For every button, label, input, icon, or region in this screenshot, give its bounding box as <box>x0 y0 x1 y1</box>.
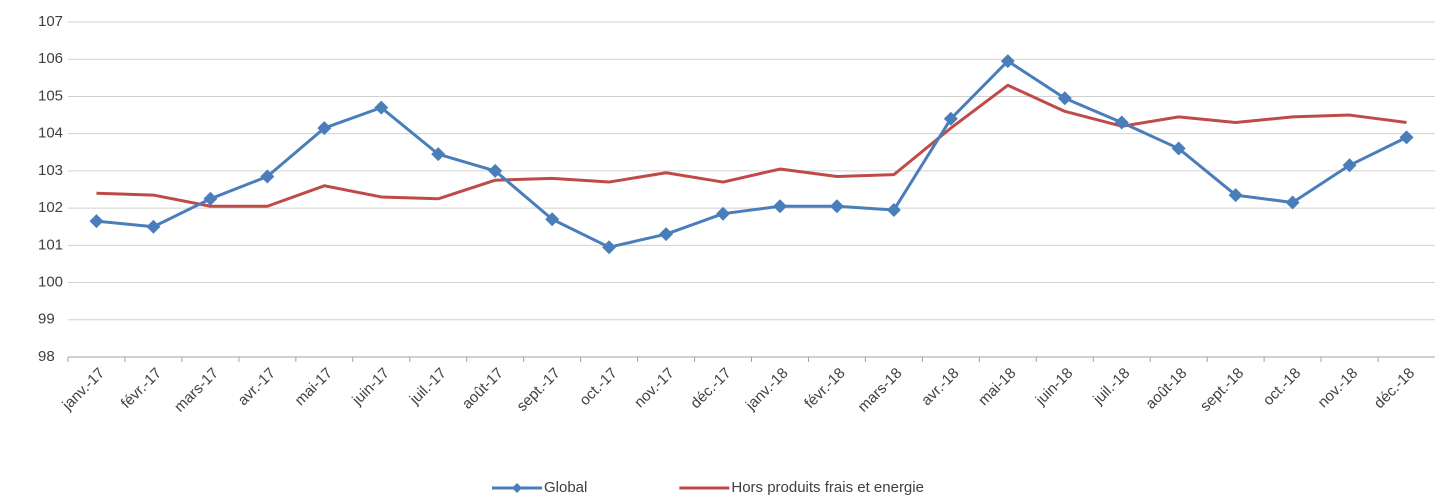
x-tick-label: août-17 <box>459 365 507 413</box>
series-line <box>96 59 1408 249</box>
x-tick-label: mars-18 <box>855 365 906 416</box>
x-tick-label: janv.-18 <box>742 365 792 415</box>
point-marker <box>317 121 332 136</box>
y-tick-label: 107 <box>38 13 63 30</box>
x-tick-label: nov.-17 <box>631 365 678 412</box>
x-tick-label: mars-17 <box>171 365 222 416</box>
point-marker <box>1342 158 1357 173</box>
legend-label: Hors produits frais et energie <box>731 479 924 496</box>
point-marker <box>203 191 218 206</box>
x-tick-label: avr.-18 <box>918 365 962 409</box>
legend-marker <box>512 483 522 493</box>
x-tick-label: juil.-18 <box>1089 365 1133 409</box>
point-marker <box>602 240 617 255</box>
x-tick-label: janv.-17 <box>58 365 108 415</box>
x-tick-label: déc.-18 <box>1371 365 1418 412</box>
x-tick-label: juin-18 <box>1032 365 1077 410</box>
point-marker <box>772 199 787 214</box>
point-marker <box>1228 188 1243 203</box>
point-marker <box>943 111 958 126</box>
y-tick-label: 100 <box>38 274 63 291</box>
point-marker <box>659 227 674 242</box>
point-marker <box>260 169 275 184</box>
y-tick-label: 98 <box>38 348 55 365</box>
y-tick-label: 105 <box>38 87 63 104</box>
y-tick-label: 106 <box>38 50 63 67</box>
point-marker <box>1057 91 1072 106</box>
y-tick-label: 102 <box>38 199 63 216</box>
point-marker <box>431 147 446 162</box>
point-marker <box>1399 130 1414 145</box>
y-tick-label: 99 <box>38 311 55 328</box>
point-marker <box>829 199 844 214</box>
x-tick-label: nov.-18 <box>1315 365 1362 412</box>
x-tick-label: oct.-17 <box>576 365 620 409</box>
y-tick-label: 104 <box>38 125 63 142</box>
point-marker <box>1000 54 1015 69</box>
x-tick-label: sept.-18 <box>1197 365 1247 415</box>
point-marker <box>374 100 389 115</box>
point-marker <box>1285 195 1300 210</box>
x-tick-label: juin-17 <box>348 365 393 410</box>
point-marker <box>488 163 503 178</box>
legend-label: Global <box>544 479 587 496</box>
x-tick-label: sept.-17 <box>513 365 563 415</box>
x-tick-label: mai-18 <box>975 365 1019 409</box>
x-tick-label: déc.-17 <box>687 365 734 412</box>
point-marker <box>716 206 731 221</box>
y-tick-label: 101 <box>38 236 63 253</box>
x-tick-label: mai-17 <box>291 365 335 409</box>
point-marker <box>1114 115 1129 130</box>
x-tick-label: août-18 <box>1142 365 1190 413</box>
y-tick-label: 103 <box>38 162 63 179</box>
x-tick-label: févr.-18 <box>801 365 848 412</box>
x-tick-label: avr.-17 <box>235 365 279 409</box>
point-marker <box>1171 141 1186 156</box>
point-marker <box>89 214 104 229</box>
point-marker <box>886 202 901 217</box>
x-tick-label: juil.-17 <box>406 365 450 409</box>
x-tick-label: oct.-18 <box>1260 365 1304 409</box>
point-marker <box>545 212 560 227</box>
point-marker <box>146 219 161 234</box>
x-tick-label: févr.-17 <box>118 365 165 412</box>
series-line <box>96 83 1407 208</box>
